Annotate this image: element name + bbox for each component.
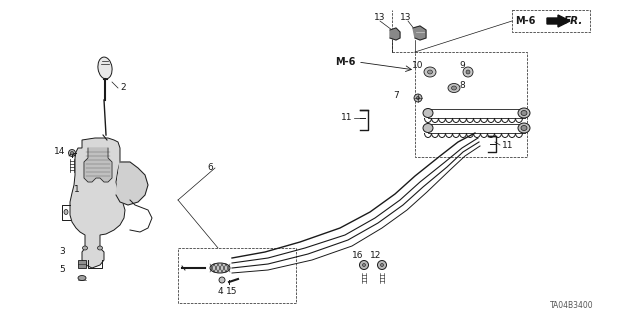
Text: 3: 3 (60, 248, 65, 256)
Ellipse shape (448, 84, 460, 93)
Text: 10: 10 (412, 61, 424, 70)
Ellipse shape (423, 108, 433, 117)
Text: 7: 7 (393, 91, 399, 100)
Bar (415, 52, 527, 157)
Text: 14: 14 (54, 147, 65, 157)
Ellipse shape (98, 57, 112, 79)
Ellipse shape (210, 263, 230, 273)
Text: 15: 15 (227, 286, 237, 295)
Text: 8: 8 (459, 80, 465, 90)
Ellipse shape (423, 123, 433, 132)
Ellipse shape (521, 110, 527, 115)
Text: 2: 2 (120, 84, 125, 93)
Text: 13: 13 (400, 13, 412, 23)
Text: M-6: M-6 (335, 57, 355, 67)
Ellipse shape (463, 67, 473, 77)
Ellipse shape (417, 97, 419, 100)
Ellipse shape (414, 94, 422, 102)
Text: 5: 5 (60, 265, 65, 275)
Ellipse shape (518, 123, 530, 133)
Ellipse shape (64, 210, 68, 214)
Text: 6: 6 (207, 164, 213, 173)
Text: M-6: M-6 (515, 16, 535, 26)
Ellipse shape (219, 277, 225, 283)
Polygon shape (70, 138, 125, 268)
Polygon shape (390, 28, 400, 40)
Ellipse shape (381, 263, 383, 266)
Ellipse shape (428, 70, 433, 74)
Text: 11: 11 (502, 140, 513, 150)
Polygon shape (413, 26, 426, 40)
Text: 12: 12 (371, 251, 381, 261)
Text: 11: 11 (340, 114, 352, 122)
Polygon shape (116, 162, 148, 205)
Ellipse shape (97, 246, 102, 250)
Ellipse shape (466, 70, 470, 74)
Bar (178, 248, 296, 303)
Ellipse shape (78, 276, 86, 280)
Text: 9: 9 (459, 61, 465, 70)
Text: FR.: FR. (564, 16, 584, 26)
Ellipse shape (451, 86, 456, 90)
Polygon shape (547, 15, 570, 27)
Ellipse shape (424, 67, 436, 77)
Ellipse shape (83, 246, 88, 250)
Ellipse shape (518, 108, 530, 118)
Text: 16: 16 (352, 251, 364, 261)
Text: 4: 4 (217, 286, 223, 295)
Text: 1: 1 (74, 186, 80, 195)
Text: TA04B3400: TA04B3400 (550, 301, 594, 310)
Polygon shape (84, 148, 112, 182)
Ellipse shape (378, 261, 387, 270)
Text: 13: 13 (374, 13, 386, 23)
Ellipse shape (521, 125, 527, 130)
Bar (78, 260, 86, 268)
Ellipse shape (362, 263, 365, 266)
Ellipse shape (70, 152, 74, 154)
Ellipse shape (68, 150, 76, 157)
Ellipse shape (360, 261, 369, 270)
Bar (512, 10, 590, 32)
